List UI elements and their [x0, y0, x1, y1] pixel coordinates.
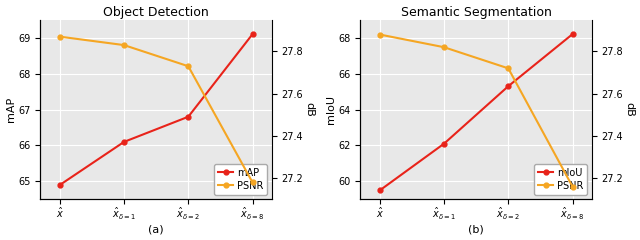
Line: PSNR: PSNR: [378, 32, 575, 189]
Legend: mAP, PSNR: mAP, PSNR: [214, 164, 267, 195]
Y-axis label: dB: dB: [305, 102, 314, 117]
mIoU: [376, 189, 383, 192]
mIoU: [440, 142, 448, 145]
mAP: [184, 115, 192, 118]
mAP: [56, 184, 63, 186]
PSNR: [249, 181, 257, 184]
Y-axis label: dB: dB: [625, 102, 634, 117]
PSNR: [120, 44, 128, 47]
PSNR: [376, 33, 383, 36]
Y-axis label: mIoU: mIoU: [326, 95, 335, 124]
PSNR: [184, 65, 192, 68]
Line: PSNR: PSNR: [58, 34, 255, 185]
Y-axis label: mAP: mAP: [6, 97, 15, 122]
PSNR: [56, 35, 63, 38]
PSNR: [440, 46, 448, 49]
mAP: [249, 33, 257, 36]
X-axis label: (b): (b): [468, 224, 484, 234]
Title: Semantic Segmentation: Semantic Segmentation: [401, 6, 552, 18]
mIoU: [504, 85, 512, 88]
Title: Object Detection: Object Detection: [103, 6, 209, 18]
Legend: mIoU, PSNR: mIoU, PSNR: [534, 164, 587, 195]
X-axis label: (a): (a): [148, 224, 164, 234]
mAP: [120, 140, 128, 143]
Line: mIoU: mIoU: [378, 32, 575, 193]
PSNR: [569, 185, 577, 188]
mIoU: [569, 33, 577, 36]
Line: mAP: mAP: [58, 32, 255, 187]
PSNR: [504, 67, 512, 70]
